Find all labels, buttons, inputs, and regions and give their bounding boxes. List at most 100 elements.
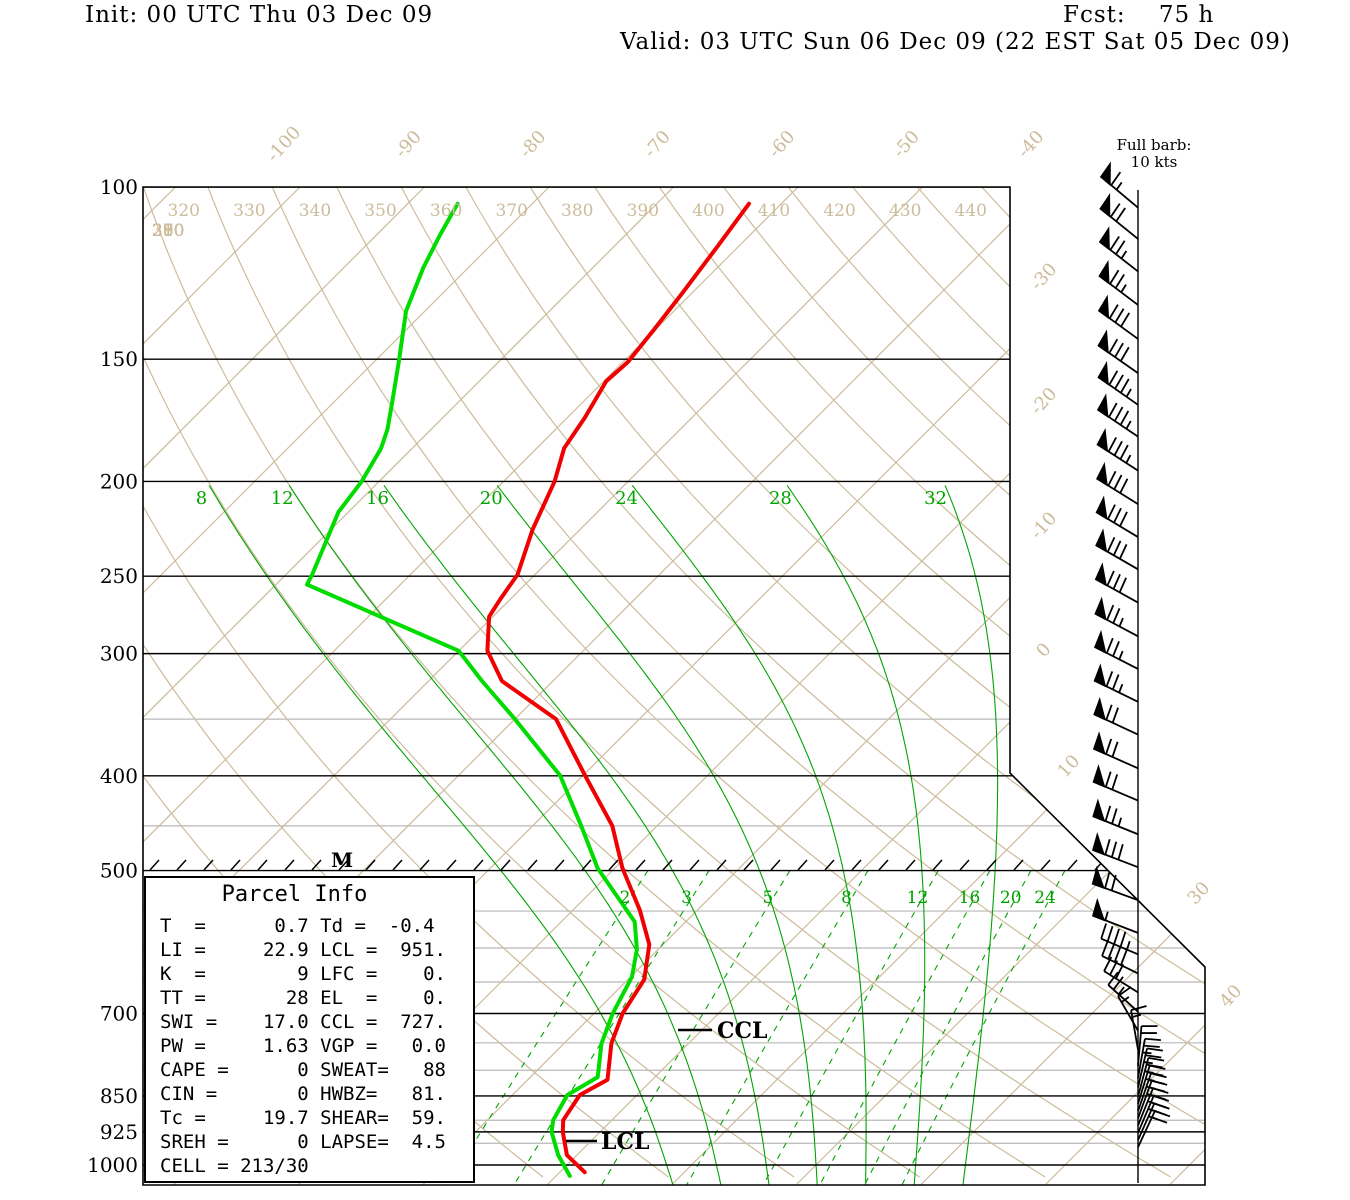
wind-barb-536 (1091, 865, 1139, 901)
hatch-tick (284, 859, 295, 871)
barb-full (1150, 1072, 1167, 1079)
moist-adiabat-24 (631, 485, 867, 1185)
dry-adiabat-top-label-370: 370 (495, 201, 527, 221)
wind-barb-792 (1137, 1025, 1158, 1067)
parcel-info-row: LI = 22.9 LCL = 951. (160, 939, 446, 961)
hatch-tick (635, 859, 646, 871)
dry-adiabat-top-label-400: 400 (692, 201, 724, 221)
isotherm-right-label--10: -10 (1026, 508, 1061, 544)
mixing-ratio-20 (863, 870, 1032, 1185)
barb-full (1120, 378, 1130, 394)
barb-full (1106, 604, 1115, 621)
isotherm-0 (546, 187, 1205, 1185)
wind-barb-959 (1137, 1110, 1171, 1148)
barb-full (1111, 808, 1118, 825)
barb-full (1108, 370, 1119, 386)
barb-full (1100, 923, 1107, 940)
barb-half (1104, 911, 1109, 921)
moist-adiabat-label-32: 32 (924, 488, 947, 509)
barb-full (1112, 976, 1124, 991)
barb-pennant (1097, 329, 1109, 354)
barb-full (1110, 841, 1118, 858)
wind-barb-311 (1093, 629, 1139, 670)
barb-full (1120, 312, 1131, 328)
barb-half (1125, 454, 1132, 464)
barb-full (1151, 1079, 1168, 1086)
wind-barb-363 (1093, 696, 1139, 736)
dry-adiabat-top-label-330: 330 (233, 201, 265, 221)
freezing-hatch-ticks (149, 859, 1105, 871)
barb-full (1110, 874, 1117, 891)
barb-full (1106, 570, 1115, 586)
barb-full (1113, 946, 1122, 963)
barb-full (1119, 511, 1128, 527)
barb-pennant (1093, 663, 1107, 688)
barb-full (1112, 573, 1121, 590)
barb-full (1103, 956, 1113, 972)
isotherm--60 (143, 187, 799, 1185)
dewpoint-curve (305, 201, 639, 1178)
dry-adiabat-top-label-340: 340 (299, 201, 331, 221)
hatch-tick (311, 859, 322, 871)
barb-full (1119, 931, 1127, 948)
barb-half (1117, 817, 1123, 827)
moist-adiabat-28 (786, 485, 926, 1185)
barb-full (1117, 986, 1132, 997)
pressure-label-150: 150 (100, 347, 138, 371)
plot-border (142, 186, 1206, 1186)
hatch-tick (797, 859, 808, 871)
barb-pennant (1092, 764, 1106, 788)
dry-adiabat-350 (400, 187, 1205, 1178)
dry-adiabat-top-label-410: 410 (758, 201, 790, 221)
isotherm-30 (920, 187, 1205, 1185)
hatch-tick (581, 859, 592, 871)
hatch-tick (851, 859, 862, 871)
dry-adiabat-left-label-270: 270 (152, 221, 184, 241)
moist-adiabat-label-16: 16 (366, 488, 389, 509)
pressure-label-850: 850 (100, 1084, 138, 1108)
hatch-tick (419, 859, 430, 871)
barb-full (1153, 1095, 1170, 1102)
barb-pennant (1094, 562, 1108, 587)
dry-adiabat-360 (465, 187, 1205, 1178)
barb-full (1113, 507, 1122, 524)
dry-adiabat-410 (787, 187, 1205, 1178)
hatch-tick (689, 859, 700, 871)
wind-barb-266 (1094, 562, 1139, 604)
barb-pennant (1097, 361, 1109, 386)
moist-adiabat-label-12: 12 (271, 488, 294, 509)
wind-barb-180 (1096, 393, 1139, 438)
pressure-label-925: 925 (100, 1120, 138, 1144)
barb-half (1142, 1051, 1152, 1055)
barb-full (1105, 738, 1113, 755)
dry-adiabat-top-label-380: 380 (561, 201, 593, 221)
barb-full (1118, 577, 1127, 593)
barb-full (1110, 171, 1122, 186)
barb-shaft (1137, 1103, 1156, 1141)
barb-full (1120, 346, 1130, 362)
barb-full (1114, 308, 1125, 323)
barb-pennant (1092, 731, 1106, 756)
dry-adiabat-left-label-300: 300 (152, 221, 184, 241)
barb-full (1106, 925, 1114, 942)
wind-barb-666 (1103, 956, 1139, 994)
hatch-tick (1067, 859, 1078, 871)
pressure-label-700: 700 (100, 1002, 138, 1026)
barb-full (1153, 1102, 1170, 1110)
barb-full (1107, 437, 1117, 453)
barb-full (1119, 410, 1130, 426)
parcel-info-row: K = 9 LFC = 0. (160, 963, 446, 985)
ccl-label: CCL (717, 1018, 768, 1044)
barb-full (1107, 943, 1115, 960)
dry-adiabat-top-label-390: 390 (627, 201, 659, 221)
parcel-info-row: CELL = 213/30 (160, 1155, 309, 1177)
mixing-ratio-8 (685, 870, 869, 1185)
mixing-ratio-16 (818, 870, 991, 1185)
mixing-ratio-label-16: 16 (959, 888, 981, 908)
barb-full (1113, 406, 1124, 422)
wind-barb-195 (1096, 427, 1139, 472)
barb-half (1126, 940, 1131, 950)
isotherm-top-label--50: -50 (889, 127, 924, 163)
